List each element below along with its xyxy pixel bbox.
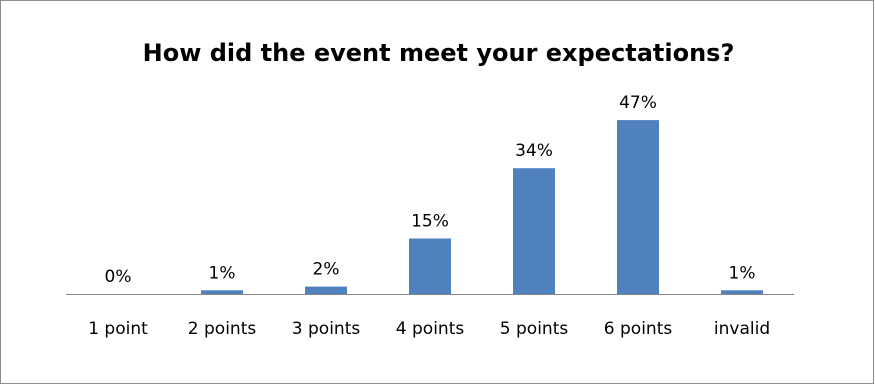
x-tick-label: 3 points: [292, 319, 361, 339]
x-tick-label: 1 point: [88, 319, 148, 339]
labels-layer: 0% 1% 2% 15% 34% 47% 1%: [105, 93, 756, 287]
bar-4-points: [409, 238, 451, 294]
bar-5-points: [513, 168, 555, 294]
data-label: 47%: [619, 93, 657, 113]
bar-3-points: [305, 286, 347, 294]
data-label: 2%: [313, 260, 340, 280]
bar-6-points: [617, 120, 659, 294]
data-label: 1%: [729, 263, 756, 283]
chart-title: How did the event meet your expectations…: [142, 39, 735, 67]
data-label: 34%: [515, 141, 553, 161]
bar-2-points: [201, 290, 243, 294]
x-tick-label: 4 points: [396, 319, 465, 339]
x-tick-label: invalid: [714, 319, 770, 339]
bars-layer: [201, 120, 763, 294]
x-tick-label: 6 points: [604, 319, 673, 339]
data-label: 0%: [105, 267, 132, 287]
x-tick-label: 5 points: [500, 319, 569, 339]
data-label: 1%: [209, 263, 236, 283]
tick-labels-layer: 1 point 2 points 3 points 4 points 5 points 6…: [88, 319, 770, 339]
x-tick-label: 2 points: [188, 319, 257, 339]
bar-invalid: [721, 290, 763, 294]
data-label: 15%: [411, 212, 449, 232]
